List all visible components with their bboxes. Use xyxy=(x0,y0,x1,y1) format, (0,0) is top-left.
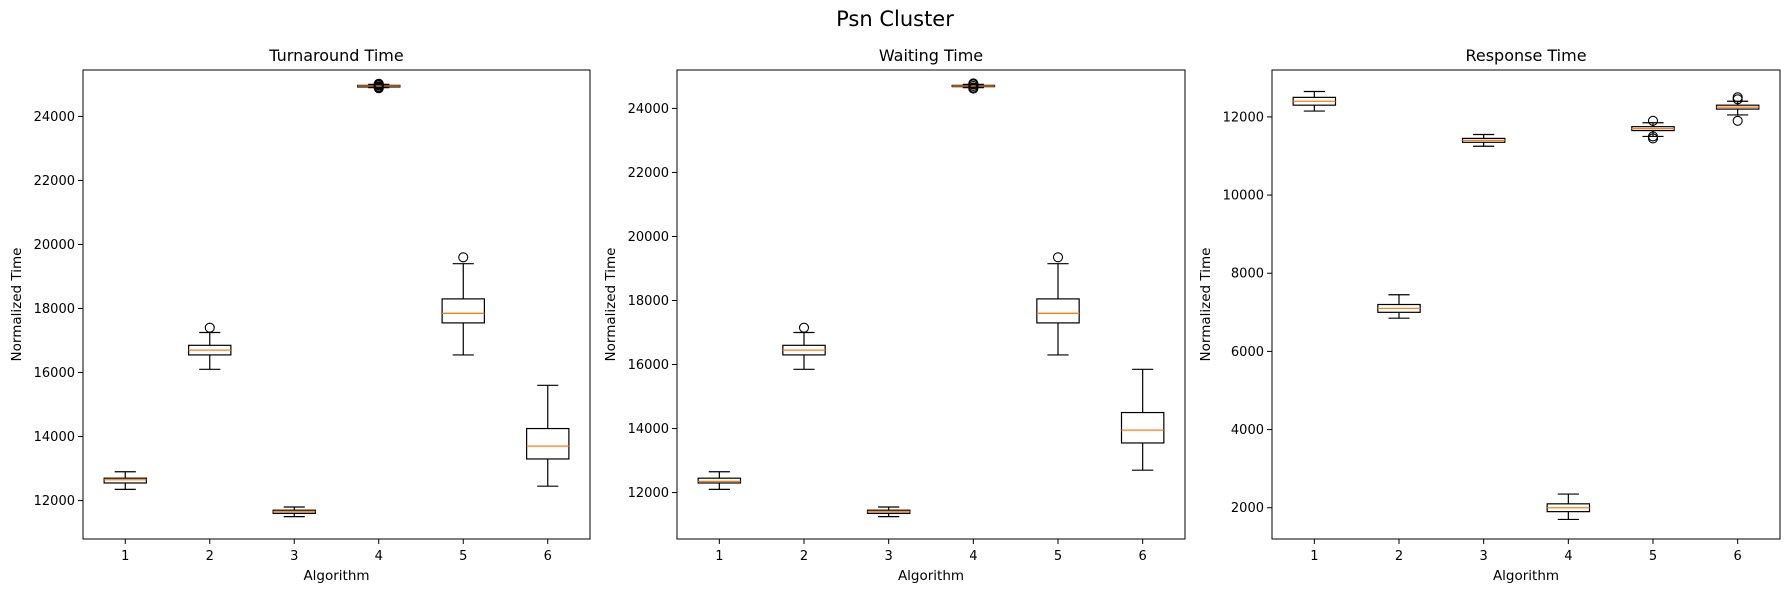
x-axis-label: Algorithm xyxy=(1493,568,1559,584)
iqr-box xyxy=(103,477,147,484)
iqr-box xyxy=(1036,298,1080,324)
x-tick-label: 3 xyxy=(290,549,298,564)
y-tick-label: 2000 xyxy=(1231,501,1264,516)
x-tick-label: 6 xyxy=(1734,549,1742,564)
y-tick-label: 20000 xyxy=(34,238,75,253)
box-algorithm-4 xyxy=(951,78,996,94)
y-tick-label: 24000 xyxy=(628,102,669,117)
outlier-point xyxy=(968,78,979,89)
y-tick-label: 6000 xyxy=(1231,345,1264,360)
box-algorithm-6 xyxy=(1120,368,1165,471)
box-algorithm-1 xyxy=(1292,90,1337,112)
panel-3: Response Time Algorithm Normalized Time 200… xyxy=(1198,46,1781,584)
y-tick-label: 4000 xyxy=(1231,423,1264,438)
x-tick-label: 4 xyxy=(1564,549,1572,564)
x-tick-label: 5 xyxy=(1054,549,1062,564)
outlier-point xyxy=(373,78,384,89)
iqr-box xyxy=(697,477,742,484)
x-tick-label: 6 xyxy=(544,549,552,564)
x-tick-label: 1 xyxy=(121,549,129,564)
x-tick-label: 4 xyxy=(375,549,383,564)
box-algorithm-4 xyxy=(1546,493,1591,521)
box-algorithm-5 xyxy=(1036,252,1080,356)
outlier-point xyxy=(1647,115,1659,126)
y-tick-label: 22000 xyxy=(628,166,669,181)
x-tick-label: 1 xyxy=(1310,549,1318,564)
box-algorithm-5 xyxy=(441,252,485,356)
x-tick-label: 1 xyxy=(715,549,723,564)
outlier-point xyxy=(1052,252,1064,263)
y-tick-label: 14000 xyxy=(34,430,75,445)
y-tick-label: 24000 xyxy=(34,110,75,125)
iqr-box xyxy=(526,427,570,460)
box-algorithm-4 xyxy=(357,78,401,94)
outlier-point xyxy=(204,322,215,333)
y-tick-label: 12000 xyxy=(1223,110,1264,125)
x-tick-label: 5 xyxy=(459,549,467,564)
y-tick-label: 14000 xyxy=(628,422,669,437)
y-axis-label: Normalized Time xyxy=(603,248,619,362)
box-algorithm-3 xyxy=(1461,133,1506,147)
box-algorithm-5 xyxy=(1631,115,1675,144)
box-algorithm-1 xyxy=(103,471,147,490)
y-axis-label: Normalized Time xyxy=(1198,248,1214,362)
x-tick-label: 4 xyxy=(969,549,977,564)
figure-title: Psn Cluster xyxy=(836,7,954,31)
x-tick-label: 6 xyxy=(1139,549,1147,564)
box-algorithm-3 xyxy=(866,506,911,518)
box-algorithm-6 xyxy=(1715,92,1760,126)
axes-frame xyxy=(676,69,1186,540)
y-tick-label: 20000 xyxy=(628,230,669,245)
box-algorithm-2 xyxy=(782,322,826,370)
x-axis-label: Algorithm xyxy=(303,568,369,584)
panel-title: Turnaround Time xyxy=(268,46,403,65)
x-tick-label: 3 xyxy=(885,549,893,564)
iqr-box xyxy=(441,298,485,324)
iqr-box xyxy=(1120,411,1165,444)
y-tick-label: 16000 xyxy=(628,358,669,373)
box-algorithm-3 xyxy=(272,506,316,518)
panel-1: Turnaround Time Algorithm Normalized Time 1… xyxy=(9,46,591,584)
outlier-point xyxy=(458,252,469,263)
panel-title: Waiting Time xyxy=(879,46,983,65)
x-tick-label: 5 xyxy=(1649,549,1657,564)
box-algorithm-1 xyxy=(697,471,742,490)
y-tick-label: 8000 xyxy=(1231,267,1264,282)
x-tick-label: 3 xyxy=(1480,549,1488,564)
box-algorithm-6 xyxy=(526,384,570,487)
axes-frame xyxy=(82,69,591,540)
y-tick-label: 18000 xyxy=(628,294,669,309)
axes-frame xyxy=(1271,69,1781,540)
outlier-point xyxy=(1647,131,1659,142)
x-tick-label: 2 xyxy=(800,549,808,564)
box-algorithm-2 xyxy=(1377,294,1421,319)
panel-title: Response Time xyxy=(1465,46,1586,65)
outlier-point xyxy=(1732,92,1743,103)
x-axis-label: Algorithm xyxy=(898,568,964,584)
y-tick-label: 10000 xyxy=(1223,189,1264,204)
outlier-point xyxy=(798,322,810,333)
y-tick-label: 22000 xyxy=(34,174,75,189)
y-axis-label: Normalized Time xyxy=(9,248,25,362)
y-tick-label: 12000 xyxy=(34,494,75,509)
y-tick-label: 18000 xyxy=(34,302,75,317)
box-algorithm-2 xyxy=(188,322,232,370)
x-tick-label: 2 xyxy=(206,549,214,564)
y-tick-label: 16000 xyxy=(34,366,75,381)
outlier-point xyxy=(1732,115,1743,126)
y-tick-label: 12000 xyxy=(628,486,669,501)
x-tick-label: 2 xyxy=(1395,549,1403,564)
